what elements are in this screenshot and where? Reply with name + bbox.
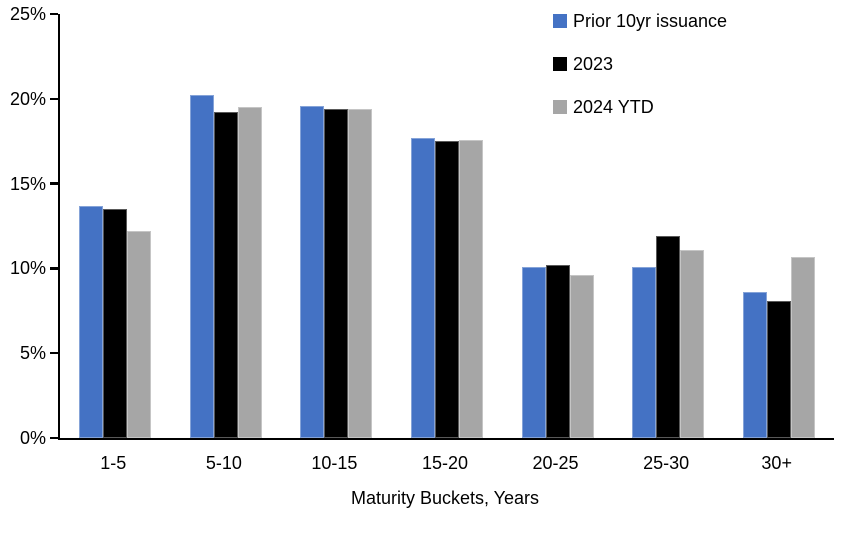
bar: [189, 95, 214, 438]
bar-group: [60, 14, 171, 438]
bar: [79, 205, 104, 438]
bar-group: [281, 14, 392, 438]
legend-swatch-icon: [553, 57, 567, 71]
y-axis-tick: [49, 182, 58, 185]
legend-label: 2023: [573, 54, 614, 74]
bar: [458, 139, 483, 438]
legend-item: 2023: [553, 54, 727, 74]
bar: [680, 249, 705, 438]
bar-group: [723, 14, 834, 438]
x-tick-label: 5-10: [205, 453, 242, 473]
bar: [103, 209, 128, 438]
x-tick-label: 10-15: [311, 453, 358, 473]
bar: [632, 266, 657, 438]
y-axis-tick: [49, 351, 58, 355]
bar: [521, 266, 546, 438]
bar: [410, 137, 435, 438]
x-tick-label: 1-5: [100, 453, 127, 473]
bar: [569, 275, 594, 438]
y-axis-tick: [49, 267, 58, 270]
bar: [434, 141, 459, 438]
plot-area: [49, 12, 834, 440]
y-tick-label: 15%: [9, 173, 46, 194]
y-axis-labels: 0% 5% 10% 15% 20% 25%: [0, 4, 46, 448]
legend-item: 2024 YTD: [553, 97, 727, 117]
bar: [324, 108, 349, 438]
y-axis-tick: [49, 436, 58, 440]
y-tick-label: 25%: [9, 4, 46, 24]
legend-swatch-icon: [553, 100, 567, 114]
chart-legend: Prior 10yr issuance 2023 2024 YTD: [553, 11, 727, 140]
legend-label: 2024 YTD: [573, 97, 654, 117]
bar-group: [392, 14, 503, 438]
bar-group: [613, 14, 724, 438]
bar-group: [502, 14, 613, 438]
bar: [545, 265, 570, 438]
y-tick-label: 5%: [19, 343, 46, 364]
legend-label: Prior 10yr issuance: [573, 11, 728, 31]
bar: [656, 236, 681, 438]
x-tick-label: 30+: [761, 453, 792, 473]
bar: [213, 112, 238, 438]
bar: [742, 292, 767, 438]
bar-group: [171, 14, 282, 438]
bar: [766, 300, 791, 438]
bar: [127, 231, 152, 438]
y-tick-label: 0%: [19, 428, 46, 448]
bar: [790, 256, 815, 438]
bar: [300, 105, 325, 438]
x-tick-label: 25-30: [643, 453, 690, 473]
y-tick-label: 20%: [9, 88, 46, 109]
legend-item: Prior 10yr issuance: [553, 11, 727, 31]
y-tick-label: 10%: [9, 258, 46, 279]
x-axis-labels: 1-5 5-10 10-15 15-20 20-25 25-30 30+: [58, 452, 832, 474]
y-axis-tick: [49, 97, 58, 101]
y-axis-tick: [49, 12, 58, 16]
x-tick-label: 15-20: [421, 453, 468, 473]
x-axis-title: Maturity Buckets, Years: [350, 488, 540, 508]
bar: [348, 108, 373, 438]
bar: [237, 107, 262, 438]
legend-swatch-icon: [553, 14, 567, 28]
x-tick-label: 20-25: [532, 453, 579, 473]
